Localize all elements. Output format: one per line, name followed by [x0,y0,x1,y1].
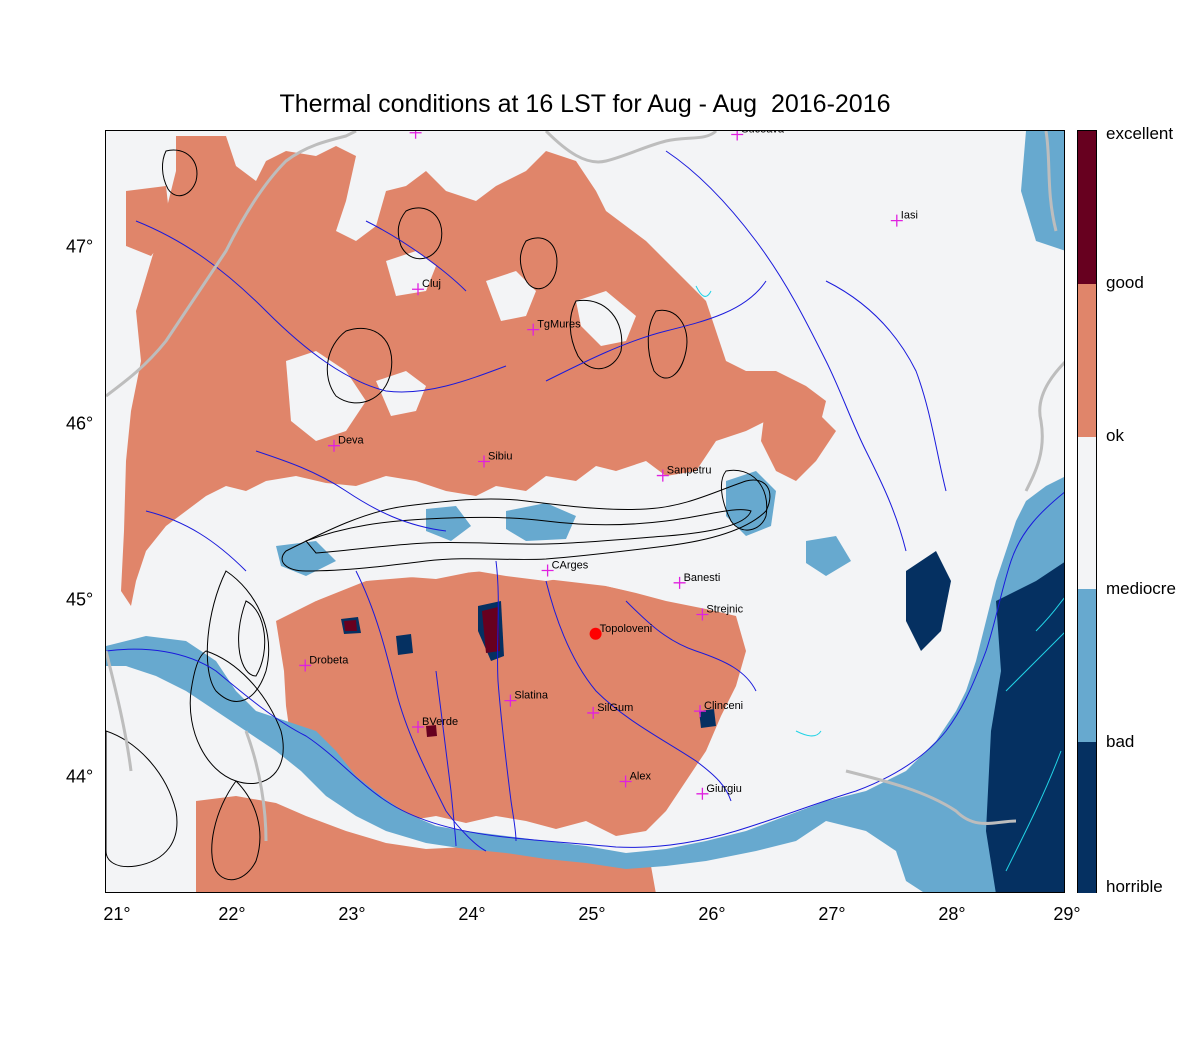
y-tick-44: 44° [66,766,94,787]
city-marker-bverde [412,720,424,733]
x-tick-26: 26° [698,904,726,924]
x-tick-24: 24° [458,904,486,924]
city-marker-suceava [731,131,744,141]
city-marker-alex [619,775,632,788]
city-label-banesti: Banesti [684,572,721,584]
city-label-silgum: SilGum [597,702,633,714]
city-marker-slatina [504,694,517,707]
colorbar-label-mediocre: mediocre [1106,579,1176,598]
colorbar-label-horrible: horrible [1106,877,1163,896]
city-marker-clinceni [694,705,706,718]
x-tick-21: 21° [103,904,131,924]
y-tick-46: 46° [66,413,94,434]
city-label-sibiu: Sibiu [488,451,512,463]
city-marker-giurgiu [696,787,709,800]
colorbar-label-bad: bad [1106,732,1135,751]
city-marker-silgum [587,706,600,719]
colorbar [1077,130,1097,893]
colorbar-excellent [1078,131,1096,284]
city-marker-baiam [409,131,422,139]
colorbar-bad [1078,589,1096,742]
map-canvas[interactable]: SatuMBaiaMSuceavaIasiClujTgMuresDevaSibi… [106,131,1065,893]
page-title: Thermal conditions at 16 LST for Aug - A… [279,90,891,118]
city-label-strejnic: Strejnic [706,603,743,615]
rivers [106,150,1064,852]
city-label-baiam: BaiaM [420,131,451,134]
city-marker-tgmures [527,323,540,336]
colorbar-label-ok: ok [1106,426,1124,445]
city-label-iasi: Iasi [901,210,918,222]
x-tick-28: 28° [938,904,966,924]
city-markers: SatuMBaiaMSuceavaIasiClujTgMuresDevaSibi… [299,131,918,800]
city-marker-sibiu [478,455,490,468]
city-marker-strejnic [696,608,709,621]
city-label-drobeta: Drobeta [309,654,349,666]
colorbar-ok [1078,437,1096,589]
x-tick-29: 29° [1053,904,1081,924]
city-label-deva: Deva [338,435,365,447]
colorbar-label-excellent: excellent [1106,124,1174,143]
city-label-sanpetru: Sanpetru [667,465,712,477]
city-marker-cluj [412,283,424,296]
city-label-clinceni: Clinceni [704,700,743,712]
city-label-suceava: Suceava [741,131,785,136]
city-label-alex: Alex [630,770,652,782]
city-label-carges: CArges [552,560,589,572]
city-marker-sanpetru [656,469,669,482]
colorbar-horrible [1078,742,1096,893]
lakes-coast [695,285,1064,872]
country-borders [106,131,1064,842]
x-tick-22: 22° [218,904,246,924]
city-label-bverde: BVerde [422,716,458,728]
city-label-slatina: Slatina [514,690,549,702]
city-marker-topoloveni [589,627,602,640]
city-marker-carges [541,564,554,577]
city-marker-deva [328,439,340,452]
city-label-tgmures: TgMures [537,319,581,331]
city-marker-drobeta [299,659,312,672]
city-marker-iasi [890,214,903,227]
city-label-topoloveni: Topoloveni [600,623,653,635]
y-tick-45: 45° [66,589,94,610]
colorbar-label-good: good [1106,273,1144,292]
excellent-region [344,607,500,737]
colorbar-good [1078,284,1096,437]
y-tick-47: 47° [66,236,94,257]
x-tick-27: 27° [818,904,846,924]
ok-region-holes [286,251,726,603]
city-label-cluj: Cluj [422,278,441,290]
x-tick-23: 23° [338,904,366,924]
city-label-giurgiu: Giurgiu [706,783,741,795]
city-marker-banesti [673,576,686,589]
map-panel[interactable]: SatuMBaiaMSuceavaIasiClujTgMuresDevaSibi… [105,130,1065,893]
x-tick-25: 25° [578,904,606,924]
